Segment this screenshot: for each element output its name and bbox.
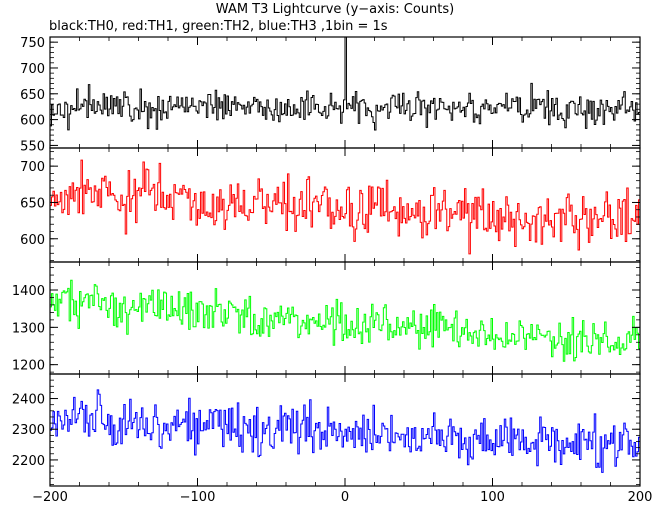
x-tick-label: −200 (32, 490, 68, 505)
y-tick-label: 600 (20, 114, 45, 129)
x-axis: −200 −100 0 100 200 (32, 490, 652, 505)
y-tick-label: 700 (20, 62, 45, 77)
y-tick-label: 700 (20, 160, 45, 175)
y-tick-label: 650 (20, 196, 45, 211)
panel-th1: 600 650 700 (20, 147, 641, 263)
series-line-th2 (50, 279, 640, 362)
x-tick-label: 200 (628, 490, 653, 505)
series-line-th3 (50, 389, 640, 473)
y-tick-label: 600 (20, 233, 45, 248)
series-line-th1 (50, 159, 640, 255)
y-tick-label: 750 (20, 36, 45, 51)
panel-frame (49, 147, 641, 263)
series-line-th0 (50, 37, 640, 131)
x-tick-label: −100 (180, 490, 216, 505)
chart-title: WAM T3 Lightcurve (y−axis: Counts) (216, 2, 454, 17)
y-tick-label: 1200 (12, 359, 45, 374)
panels-group: 550 600 650 700 750 600 650 700 1200 1300 1400 2200… (12, 36, 641, 487)
x-tick-label: 100 (480, 490, 505, 505)
panel-th0: 550 600 650 700 750 (20, 36, 641, 154)
y-tick-label: 1400 (12, 284, 45, 299)
chart-subtitle: black:TH0, red:TH1, green:TH2, blue:TH3 … (49, 19, 388, 34)
x-tick-label: 0 (341, 490, 349, 505)
y-tick-label: 2400 (12, 393, 45, 408)
panel-th3: 2200 2300 2400 (12, 373, 641, 487)
y-tick-label: 550 (20, 139, 45, 154)
y-tick-label: 2300 (12, 423, 45, 438)
y-tick-label: 1300 (12, 321, 45, 336)
y-tick-label: 650 (20, 88, 45, 103)
panel-th2: 1200 1300 1400 (12, 261, 641, 375)
y-tick-label: 2200 (12, 454, 45, 469)
